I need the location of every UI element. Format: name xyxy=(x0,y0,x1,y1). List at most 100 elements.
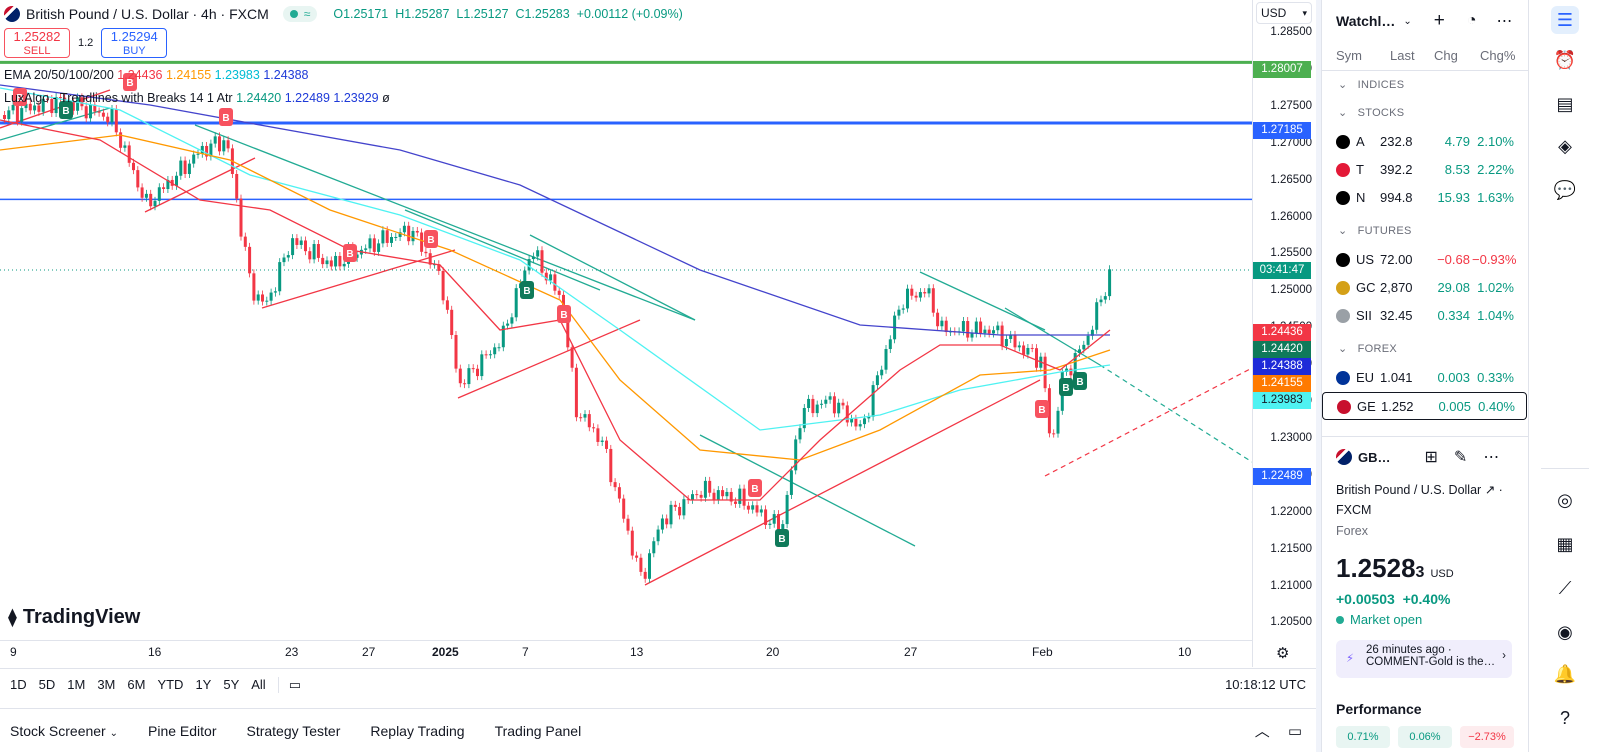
buy-button[interactable]: 1.25294 BUY xyxy=(101,28,168,58)
utc-clock[interactable]: 10:18:12 UTC xyxy=(1225,677,1306,692)
symbol-header[interactable]: British Pound / U.S. Dollar · 4h · FXCM … xyxy=(4,3,683,25)
ema-legend[interactable]: EMA 20/50/100/200 1.24436 1.24155 1.2398… xyxy=(4,68,309,82)
range-ytd[interactable]: YTD xyxy=(157,677,184,692)
range-all[interactable]: All xyxy=(251,677,266,692)
candle-body xyxy=(321,257,325,265)
settings-gear-icon[interactable]: ⚙ xyxy=(1276,645,1290,662)
range-1y[interactable]: 1Y xyxy=(195,677,212,692)
data-window-icon[interactable]: ▤ xyxy=(1556,93,1574,114)
tab-replay-trading[interactable]: Replay Trading xyxy=(370,722,465,739)
candle-body xyxy=(1043,356,1047,389)
perf-cell-1[interactable]: 0.71% xyxy=(1336,726,1390,748)
watchlist-section[interactable]: ⌄ FOREX xyxy=(1322,342,1528,355)
watchlist-row[interactable]: N 994.8 15.93 1.63% xyxy=(1322,184,1528,212)
panel-splitter[interactable] xyxy=(1316,0,1321,752)
detail-name[interactable]: British Pound / U.S. Dollar xyxy=(1336,483,1482,497)
alert-clock-icon[interactable]: ⏰ xyxy=(1553,49,1577,70)
tab-trading-panel[interactable]: Trading Panel xyxy=(494,722,582,739)
watchlist-row[interactable]: A 232.8 4.79 2.10% xyxy=(1322,128,1528,156)
tab-strategy-tester[interactable]: Strategy Tester xyxy=(246,722,341,739)
more-icon[interactable]: ⋯ xyxy=(1483,449,1500,466)
range-5y[interactable]: 5Y xyxy=(223,677,240,692)
col-sym[interactable]: Sym xyxy=(1336,48,1362,63)
more-icon[interactable]: ⋯ xyxy=(1496,13,1513,30)
news-card[interactable]: ⚡ 26 minutes ago · COMMENT-Gold is the… … xyxy=(1336,640,1512,678)
performance-title[interactable]: Performance xyxy=(1336,701,1422,717)
market-status[interactable]: Market open xyxy=(1350,612,1423,627)
candle-body xyxy=(162,187,166,189)
range-5d[interactable]: 5D xyxy=(38,677,56,692)
layers-icon[interactable]: ◈ xyxy=(1558,135,1572,156)
notification-icon[interactable]: 🔔 xyxy=(1553,663,1577,684)
time-tick: 7 xyxy=(522,645,529,659)
range-1m[interactable]: 1M xyxy=(67,677,86,692)
col-chg[interactable]: Chg xyxy=(1434,48,1458,63)
candle-body xyxy=(635,555,639,558)
candle-body xyxy=(282,257,286,263)
watchlist-row[interactable]: T 392.2 8.53 2.22% xyxy=(1322,156,1528,184)
ema100-label: 1.23983 xyxy=(1253,392,1311,409)
chat-icon[interactable]: 💬 xyxy=(1553,179,1577,200)
watchlist-row[interactable]: EU 1.041 0.003 0.33% xyxy=(1322,364,1528,392)
candle-body xyxy=(467,368,471,385)
detail-short-symbol[interactable]: GB… xyxy=(1358,449,1391,465)
symbol-title[interactable]: British Pound / U.S. Dollar · 4h · FXCM xyxy=(26,6,269,22)
chevron-down-icon[interactable]: ⌄ xyxy=(1403,15,1412,27)
tab-pine-editor[interactable]: Pine Editor xyxy=(148,722,217,739)
candle-body xyxy=(7,110,11,120)
grid-icon[interactable]: ⊞ xyxy=(1424,449,1438,466)
target-icon[interactable]: ◎ xyxy=(1557,489,1573,510)
range-3m[interactable]: 3M xyxy=(97,677,116,692)
row-symbol: US xyxy=(1356,252,1375,267)
help-icon[interactable]: ? xyxy=(1559,707,1570,728)
maximize-icon[interactable]: ▭ xyxy=(1287,722,1302,740)
candle-body xyxy=(721,490,725,497)
watchlist-section[interactable]: ⌄ STOCKS xyxy=(1322,106,1528,119)
watchlist-icon[interactable]: ☰ xyxy=(1551,6,1579,34)
row-change-pct: 2.10% xyxy=(1477,134,1514,149)
sell-button[interactable]: 1.25282 SELL xyxy=(4,28,70,58)
broadcast-icon[interactable]: ◉ xyxy=(1557,621,1573,642)
candle-body xyxy=(669,504,673,525)
detail-exchange[interactable]: FXCM xyxy=(1336,503,1372,517)
range-1d[interactable]: 1D xyxy=(10,677,27,692)
perf-cell-2[interactable]: 0.06% xyxy=(1398,726,1452,748)
external-link-icon[interactable]: ↗ xyxy=(1484,483,1496,497)
sell-signal-marker xyxy=(1035,400,1049,418)
range-6m[interactable]: 6M xyxy=(127,677,146,692)
date-range-icon[interactable]: ▭ xyxy=(277,676,301,693)
candle-body xyxy=(37,105,41,112)
projected-trendline xyxy=(1044,367,1252,477)
watchlist-title[interactable]: Watchl… xyxy=(1336,13,1396,29)
watchlist-section[interactable]: ⌄ INDICES xyxy=(1322,78,1528,91)
luxalgo-legend[interactable]: LuxAlgo - Trendlines with Breaks 14 1 At… xyxy=(4,91,390,105)
add-symbol-icon[interactable]: + xyxy=(1433,10,1445,31)
watchlist-row[interactable]: US 72.00 −0.68 −0.93% xyxy=(1322,246,1528,274)
collapse-icon[interactable]: ︿ xyxy=(1254,723,1270,740)
candle-body xyxy=(596,428,600,442)
candle-body xyxy=(132,162,135,171)
chart-pie-icon[interactable]: ◔ xyxy=(1466,12,1477,29)
edit-icon[interactable]: ✎ xyxy=(1453,449,1468,466)
candle-body xyxy=(368,238,372,249)
brand-text: TradingView xyxy=(22,606,141,628)
row-change-pct: 1.02% xyxy=(1477,280,1514,295)
candle-body xyxy=(205,145,209,157)
stock-chart-icon[interactable]: ⟋ xyxy=(1558,577,1572,598)
candle-body xyxy=(755,505,759,513)
col-chgpct[interactable]: Chg% xyxy=(1480,48,1516,63)
watchlist-row[interactable]: GE 1.252 0.005 0.40% xyxy=(1322,392,1527,420)
watchlist-row[interactable]: GC 2,870 29.08 1.02% xyxy=(1322,274,1528,302)
calendar-icon[interactable]: ▦ xyxy=(1556,533,1574,554)
currency-select[interactable]: USD ▾ xyxy=(1256,2,1312,24)
watchlist-row[interactable]: SII 32.45 0.334 1.04% xyxy=(1322,302,1528,330)
market-status-pill[interactable]: ≈ xyxy=(282,6,318,22)
perf-cell-3[interactable]: −2.73% xyxy=(1460,726,1514,748)
time-axis[interactable] xyxy=(0,640,1252,664)
candle-body xyxy=(703,480,707,498)
watchlist-section[interactable]: ⌄ FUTURES xyxy=(1322,224,1528,237)
col-last[interactable]: Last xyxy=(1390,48,1415,63)
tab-stock-screener[interactable]: Stock Screener ⌄ xyxy=(10,723,118,739)
